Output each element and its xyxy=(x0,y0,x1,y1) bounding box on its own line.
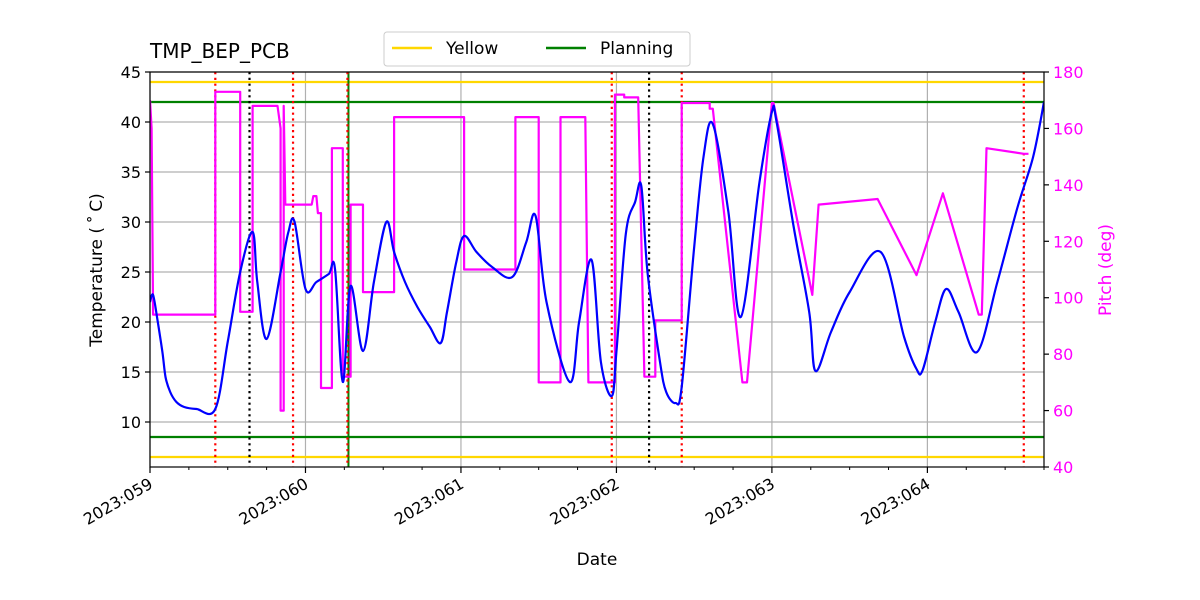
x-tick-label: 2023:061 xyxy=(391,474,467,529)
series xyxy=(150,90,1044,416)
y-tick-label: 10 xyxy=(121,413,141,432)
y2-tick-label: 40 xyxy=(1053,458,1073,477)
y2-axis-title: Pitch (deg) xyxy=(1096,224,1116,316)
x-tick-label: 2023:059 xyxy=(80,474,156,529)
y2-tick-label: 140 xyxy=(1053,176,1084,195)
y-tick-label: 20 xyxy=(121,313,141,332)
x-tick-label: 2023:064 xyxy=(858,474,934,529)
y2-tick-label: 80 xyxy=(1053,345,1073,364)
y-tick-label: 35 xyxy=(121,163,141,182)
event-markers xyxy=(214,72,1025,467)
limit-lines xyxy=(150,80,1044,459)
x-tick-label: 2023:062 xyxy=(547,474,623,529)
legend-label-yellow: Yellow xyxy=(445,39,498,59)
y2-tick-label: 100 xyxy=(1053,289,1084,308)
axes: 10 15 20 25 30 35 40 45 40 60 80 100 120 140 160 180 202… xyxy=(80,63,1083,529)
y-tick-label: 45 xyxy=(121,63,141,82)
y-tick-label: 25 xyxy=(121,263,141,282)
legend-frame xyxy=(383,31,691,67)
x-tick-label: 2023:060 xyxy=(236,474,312,529)
y2-tick-label: 120 xyxy=(1053,232,1084,251)
x-axis-title: Date xyxy=(577,550,618,570)
y2-tick-label: 160 xyxy=(1053,119,1084,138)
plot-frame xyxy=(149,71,1045,468)
temperature-series-line xyxy=(150,101,1044,416)
y2-tick-label: 60 xyxy=(1053,402,1073,421)
pitch-series-line xyxy=(150,90,1029,412)
y-tick-label: 40 xyxy=(121,113,141,132)
y-tick-label: 30 xyxy=(121,213,141,232)
y-tick-label: 15 xyxy=(121,363,141,382)
y2-tick-label: 180 xyxy=(1053,63,1084,82)
y-axis-title: Temperature ( ˚ C) xyxy=(86,193,107,348)
chart-title: TMP_BEP_PCB xyxy=(149,39,290,63)
legend: Yellow Planning xyxy=(383,31,691,67)
x-tick-label: 2023:063 xyxy=(702,474,778,529)
legend-label-planning: Planning xyxy=(600,39,673,59)
